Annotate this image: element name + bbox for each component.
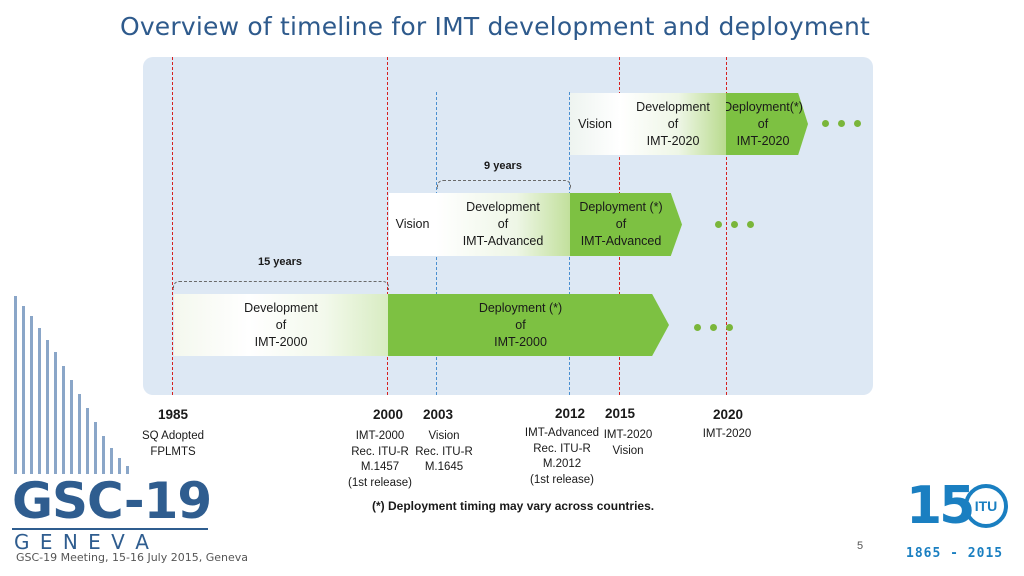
milestone-year-2020: 2020 [712,407,744,422]
imt2000-development-bar: Development of IMT-2000 [174,294,388,356]
text-line: Development [244,300,318,315]
imt2000-deployment-label: Deployment (*) of IMT-2000 [479,300,578,351]
text-line: IMT-Advanced [580,234,662,248]
text-line: SQ Adopted [141,430,205,442]
imt2020-vision-bar: Vision [570,93,620,155]
text-line: IMT-Advanced [524,427,600,439]
continuation-dot [838,120,845,127]
milestone-desc-2000: IMT-2000 Rec. ITU-R M.1457 (1st release) [334,429,426,491]
fifteen-years-bracket [173,281,389,290]
milestone-desc-2003: Vision Rec. ITU-R M.1645 [398,429,490,476]
text-line: Deployment (*) [579,200,663,214]
text-line: IMT-2020 [646,133,700,148]
milestone-year-2015: 2015 [604,406,636,421]
text-line: of [615,217,627,231]
nine-years-label: 9 years [484,160,522,172]
itu-years: 1865 - 2015 [906,546,1004,561]
text-line: Vision [428,430,460,442]
text-line: Deployment (*) [478,300,563,315]
year-line-2020 [726,57,727,395]
text-line: IMT-2020 [603,429,653,441]
text-line: IMT-2020 [736,133,790,148]
imt-advanced-development-label: Development of IMT-Advanced [463,199,544,250]
itu-globe-icon: ITU [964,484,1008,528]
text-line: (1st release) [530,473,594,486]
continuation-dot [710,324,717,331]
continuation-dot [731,221,738,228]
text-line: of [515,317,526,332]
text-line: IMT-2020 [702,428,752,440]
continuation-dot [854,120,861,127]
imt2020-deployment-arrow: Deployment(*) of IMT-2020 [726,93,808,155]
itu-badge-text: ITU [974,498,998,514]
milestone-year-2000: 2000 [372,407,404,422]
imt2020-development-label: Development of IMT-2020 [636,99,710,150]
milestone-desc-2012: IMT-Advanced Rec. ITU-R M.2012 (1st rele… [516,426,608,488]
text-line: IMT-Advanced [462,234,544,248]
imt2000-deployment-arrow: Deployment (*) of IMT-2000 [388,294,669,356]
text-line: Rec. ITU-R [415,445,473,458]
itu-150-numeral: 15 [906,476,975,536]
milestone-desc-2020: IMT-2020 [681,427,773,443]
gsc19-logo-city: G E N E V A [14,530,151,554]
imt2000-development-label: Development of IMT-2000 [244,300,318,351]
imt-advanced-deployment-label: Deployment (*) of IMT-Advanced [579,199,672,250]
text-line: IMT-2000 [494,334,547,349]
imt-advanced-vision-bar: Vision [389,193,436,256]
text-line: of [497,217,509,231]
year-line-2000 [387,57,388,395]
text-line: of [275,317,287,332]
milestone-year-1985: 1985 [157,407,189,422]
text-line: M.2012 [542,458,582,470]
text-line: Rec. ITU-R [533,442,591,455]
text-line: Development [466,200,540,214]
text-line: M.1645 [424,461,464,473]
imt2020-deployment-label: Deployment(*) of IMT-2020 [723,99,808,150]
text-line: of [667,116,679,131]
text-line: Development [636,99,710,114]
imt-advanced-deployment-arrow: Deployment (*) of IMT-Advanced [570,193,682,256]
continuation-dot [726,324,733,331]
gsc19-logo: GSC-19 G E N E V A [12,296,212,566]
text-line: (1st release) [348,476,412,489]
milestone-year-2012: 2012 [554,406,586,421]
imt-advanced-development-bar: Development of IMT-Advanced [436,193,570,256]
imt2020-development-bar: Development of IMT-2020 [620,93,726,155]
milestone-desc-2015: IMT-2020 Vision [582,428,674,459]
continuation-dot [694,324,701,331]
continuation-dot [747,221,754,228]
text-line: Rec. ITU-R [351,445,409,458]
footer-text: GSC-19 Meeting, 15-16 July 2015, Geneva [16,551,248,564]
milestone-year-2003: 2003 [422,407,454,422]
text-line: FPLMTS [150,445,196,458]
continuation-dot [715,221,722,228]
fifteen-years-label: 15 years [257,256,303,268]
page-number: 5 [857,540,864,552]
text-line: M.1457 [360,461,400,473]
text-line: IMT-2000 [254,334,308,349]
imt2020-vision-label: Vision [578,116,612,131]
milestone-desc-1985: SQ Adopted FPLMTS [127,429,219,460]
text-line: Vision [612,444,644,457]
itu-150-logo: 15 ITU 1865 - 2015 [906,476,1014,568]
imt-advanced-vision-label: Vision [395,217,430,231]
gsc19-bars-graphic [12,296,208,530]
text-line: of [757,116,769,131]
text-line: Deployment(*) [723,99,803,114]
text-line: IMT-2000 [355,430,405,442]
nine-years-bracket [437,180,571,189]
page-title: Overview of timeline for IMT development… [119,12,871,41]
gsc19-logo-text: GSC-19 [12,472,212,530]
year-line-1985 [172,57,173,395]
deployment-note: (*) Deployment timing may vary across co… [372,499,655,513]
continuation-dot [822,120,829,127]
